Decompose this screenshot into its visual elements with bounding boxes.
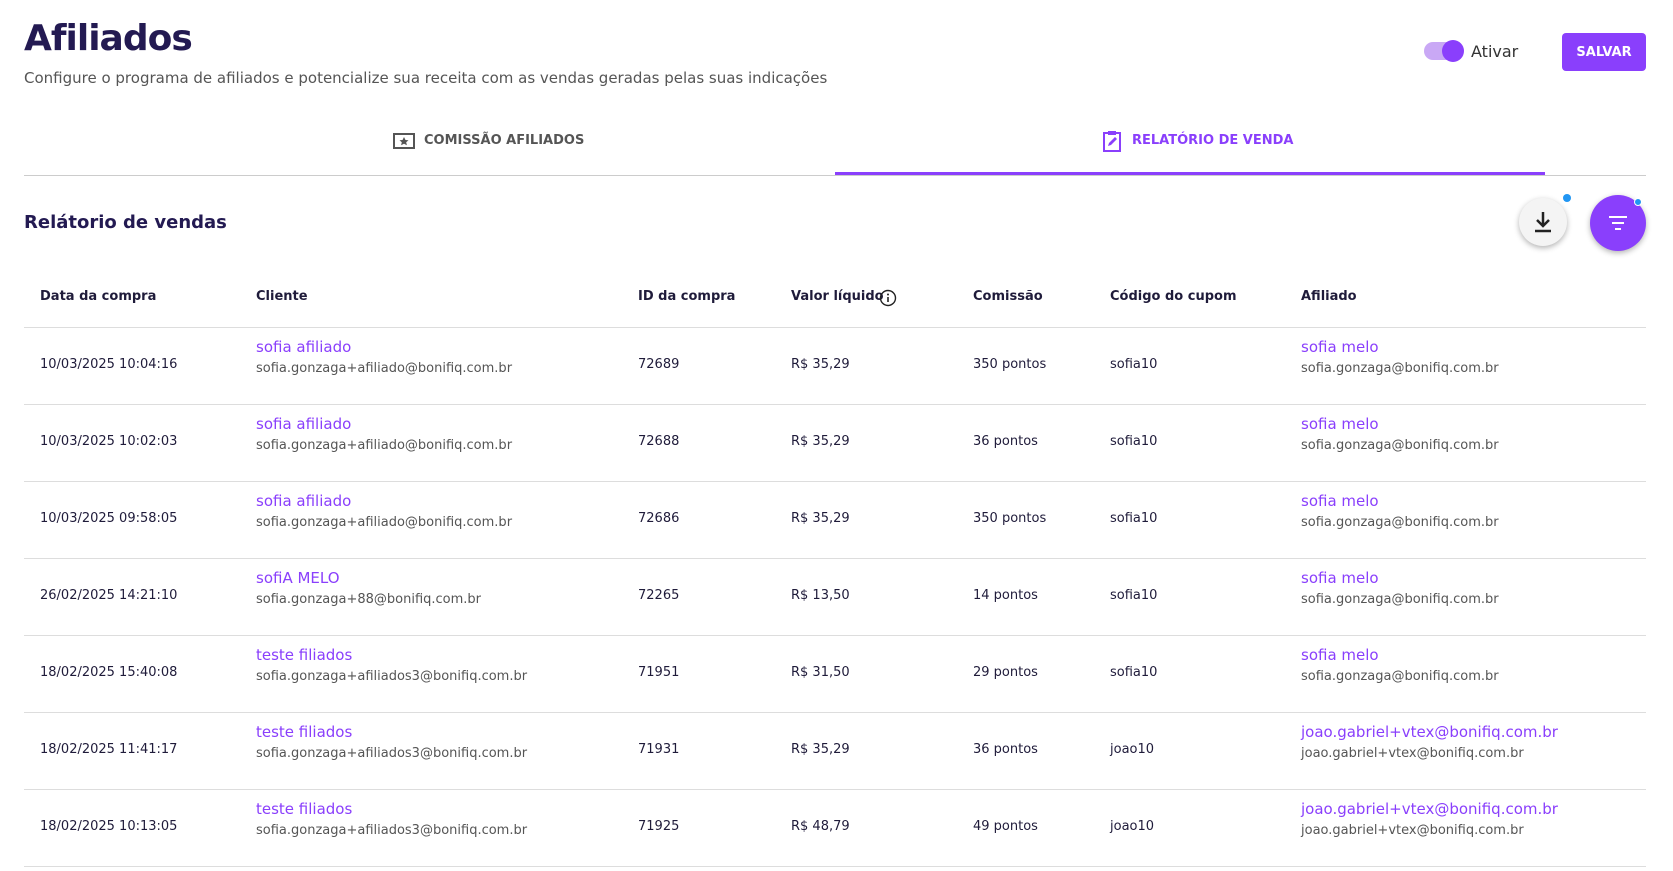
purchase-date: 10/03/2025 09:58:05 xyxy=(40,511,178,526)
row-divider xyxy=(24,327,1646,328)
row-divider xyxy=(24,789,1646,790)
affiliate-email: sofia.gonzaga@bonifiq.com.br xyxy=(1301,669,1499,684)
tab-indicator xyxy=(835,172,1545,175)
purchase-id: 72688 xyxy=(638,434,680,449)
row-divider xyxy=(24,481,1646,482)
commission: 29 pontos xyxy=(973,665,1038,680)
affiliate-name[interactable]: joao.gabriel+vtex@bonifiq.com.br xyxy=(1301,800,1558,818)
affiliate-name[interactable]: sofia melo xyxy=(1301,338,1379,356)
purchase-date: 10/03/2025 10:02:03 xyxy=(40,434,178,449)
purchase-date: 10/03/2025 10:04:16 xyxy=(40,357,178,372)
row-divider xyxy=(24,712,1646,713)
row-divider xyxy=(24,558,1646,559)
commission: 49 pontos xyxy=(973,819,1038,834)
commission: 350 pontos xyxy=(973,511,1047,526)
badge xyxy=(1634,198,1642,206)
column-header: Comissão xyxy=(973,289,1043,304)
client-name[interactable]: sofiA MELO xyxy=(256,569,340,587)
client-email: sofia.gonzaga+afiliados3@bonifiq.com.br xyxy=(256,669,528,684)
column-header: Cliente xyxy=(256,289,308,304)
save-button[interactable]: SALVAR xyxy=(1562,33,1646,71)
client-name[interactable]: teste filiados xyxy=(256,646,353,664)
coupon-code: joao10 xyxy=(1110,742,1155,757)
client-name[interactable]: teste filiados xyxy=(256,800,353,818)
coupon-code: sofia10 xyxy=(1110,434,1158,449)
coupon-code: sofia10 xyxy=(1110,357,1158,372)
net-value: R$ 35,29 xyxy=(791,742,850,757)
client-name[interactable]: sofia afiliado xyxy=(256,415,352,433)
purchase-date: 18/02/2025 15:40:08 xyxy=(40,665,178,680)
row-divider xyxy=(24,635,1646,636)
coupon-code: sofia10 xyxy=(1110,511,1158,526)
coupon-code: sofia10 xyxy=(1110,665,1158,680)
coupon-code: joao10 xyxy=(1110,819,1155,834)
column-header: ID da compra xyxy=(638,289,736,304)
badge xyxy=(1563,194,1571,202)
affiliate-email: sofia.gonzaga@bonifiq.com.br xyxy=(1301,438,1499,453)
client-name[interactable]: sofia afiliado xyxy=(256,338,352,356)
net-value: R$ 35,29 xyxy=(791,357,850,372)
commission: 36 pontos xyxy=(973,434,1038,449)
tab-icon xyxy=(393,133,415,149)
client-name[interactable]: teste filiados xyxy=(256,723,353,741)
purchase-id: 71925 xyxy=(638,819,680,834)
purchase-date: 18/02/2025 11:41:17 xyxy=(40,742,178,757)
client-name[interactable]: sofia afiliado xyxy=(256,492,352,510)
client-email: sofia.gonzaga+afiliado@bonifiq.com.br xyxy=(256,361,513,376)
purchase-id: 71931 xyxy=(638,742,680,757)
column-header: Valor líquido xyxy=(791,289,884,304)
purchase-id: 71951 xyxy=(638,665,680,680)
commission: 14 pontos xyxy=(973,588,1038,603)
purchase-id: 72265 xyxy=(638,588,680,603)
affiliate-email: joao.gabriel+vtex@bonifiq.com.br xyxy=(1301,746,1524,761)
affiliate-email: joao.gabriel+vtex@bonifiq.com.br xyxy=(1301,823,1524,838)
row-divider xyxy=(24,866,1646,867)
tab[interactable]: RELATÓRIO DE VENDA xyxy=(1132,133,1294,148)
purchase-id: 72689 xyxy=(638,357,680,372)
affiliate-name[interactable]: sofia melo xyxy=(1301,492,1379,510)
commission: 350 pontos xyxy=(973,357,1047,372)
client-email: sofia.gonzaga+afiliado@bonifiq.com.br xyxy=(256,438,513,453)
section-title: Relátorio de vendas xyxy=(24,212,227,233)
affiliate-email: sofia.gonzaga@bonifiq.com.br xyxy=(1301,361,1499,376)
net-value: R$ 13,50 xyxy=(791,588,850,603)
column-header: Data da compra xyxy=(40,289,157,304)
client-email: sofia.gonzaga+88@bonifiq.com.br xyxy=(256,592,482,607)
toggle[interactable] xyxy=(1424,40,1464,62)
commission: 36 pontos xyxy=(973,742,1038,757)
affiliate-name[interactable]: sofia melo xyxy=(1301,415,1379,433)
affiliate-name[interactable]: sofia melo xyxy=(1301,646,1379,664)
row-divider xyxy=(24,404,1646,405)
tab-icon xyxy=(1103,131,1121,152)
info-icon[interactable] xyxy=(879,289,897,307)
page-subtitle: Configure o programa de afiliados e pote… xyxy=(24,69,828,87)
net-value: R$ 35,29 xyxy=(791,434,850,449)
tab[interactable]: COMISSÃO AFILIADOS xyxy=(424,133,585,148)
tab-divider xyxy=(24,175,1646,176)
purchase-id: 72686 xyxy=(638,511,680,526)
column-header: Código do cupom xyxy=(1110,289,1237,304)
page-title: Afiliados xyxy=(24,18,193,59)
affiliate-email: sofia.gonzaga@bonifiq.com.br xyxy=(1301,592,1499,607)
client-email: sofia.gonzaga+afiliados3@bonifiq.com.br xyxy=(256,823,528,838)
net-value: R$ 35,29 xyxy=(791,511,850,526)
download-button[interactable] xyxy=(1519,198,1567,246)
purchase-date: 18/02/2025 10:13:05 xyxy=(40,819,178,834)
affiliate-email: sofia.gonzaga@bonifiq.com.br xyxy=(1301,515,1499,530)
column-header: Afiliado xyxy=(1301,289,1357,304)
affiliate-name[interactable]: sofia melo xyxy=(1301,569,1379,587)
coupon-code: sofia10 xyxy=(1110,588,1158,603)
client-email: sofia.gonzaga+afiliados3@bonifiq.com.br xyxy=(256,746,528,761)
toggle-label: Ativar xyxy=(1471,42,1519,61)
purchase-date: 26/02/2025 14:21:10 xyxy=(40,588,178,603)
net-value: R$ 48,79 xyxy=(791,819,850,834)
client-email: sofia.gonzaga+afiliado@bonifiq.com.br xyxy=(256,515,513,530)
net-value: R$ 31,50 xyxy=(791,665,850,680)
affiliate-name[interactable]: joao.gabriel+vtex@bonifiq.com.br xyxy=(1301,723,1558,741)
